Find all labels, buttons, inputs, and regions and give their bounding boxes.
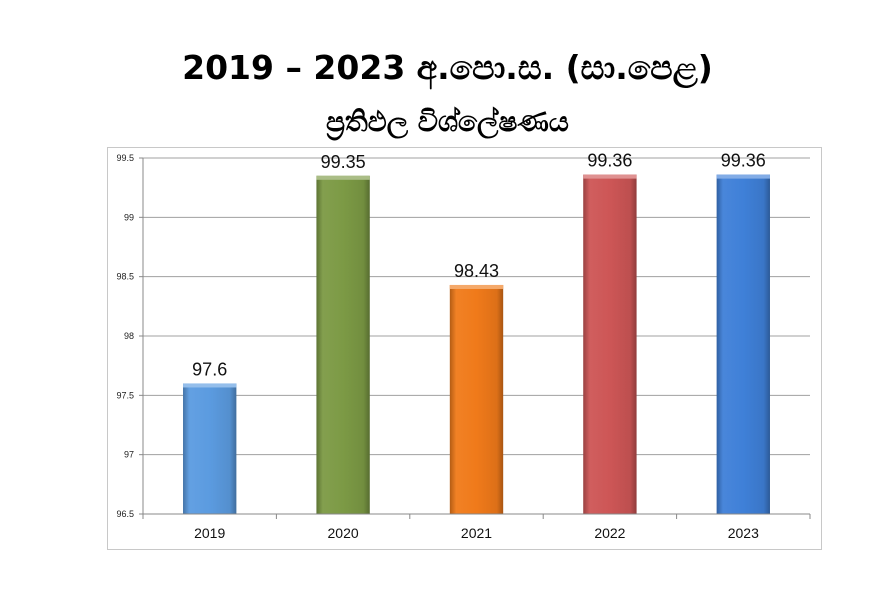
y-tick-label: 98.5: [116, 272, 134, 282]
y-tick-label: 97: [124, 450, 134, 460]
bar-cap-2023: [716, 174, 770, 179]
x-tick-label-2022: 2022: [594, 525, 625, 541]
chart-title-line-1: 2019 – 2023 අ.පො.ස. (සා.පෙළ): [182, 48, 713, 87]
bar-2023: [716, 174, 770, 514]
y-tick-label: 98: [124, 331, 134, 341]
bar-cap-2021: [449, 284, 504, 289]
y-tick-label: 99: [124, 212, 134, 222]
x-tick-label-2020: 2020: [328, 525, 359, 541]
x-tick-label-2019: 2019: [194, 525, 225, 541]
bar-2019: [183, 383, 237, 514]
y-tick-label: 97.5: [116, 390, 134, 400]
y-tick-label: 99.5: [116, 153, 134, 163]
x-tick-label-2023: 2023: [728, 525, 759, 541]
bar-2022: [583, 174, 637, 514]
data-label-2023: 99.36: [721, 151, 766, 171]
x-tick-label-2021: 2021: [461, 525, 492, 541]
data-label-2020: 99.35: [321, 152, 366, 172]
chart-title-line-2: ප්‍රතිඵල විශ්ලේෂණය: [326, 105, 569, 138]
bar-cap-2019: [183, 383, 237, 388]
data-label-2022: 99.36: [587, 151, 632, 171]
bar-2020: [316, 175, 370, 515]
y-tick-label: 96.5: [116, 509, 134, 519]
bar-2021: [449, 284, 504, 514]
data-label-2019: 97.6: [192, 359, 227, 379]
data-label-2021: 98.43: [454, 261, 499, 281]
bar-cap-2020: [316, 175, 370, 180]
bar-cap-2022: [583, 174, 637, 179]
